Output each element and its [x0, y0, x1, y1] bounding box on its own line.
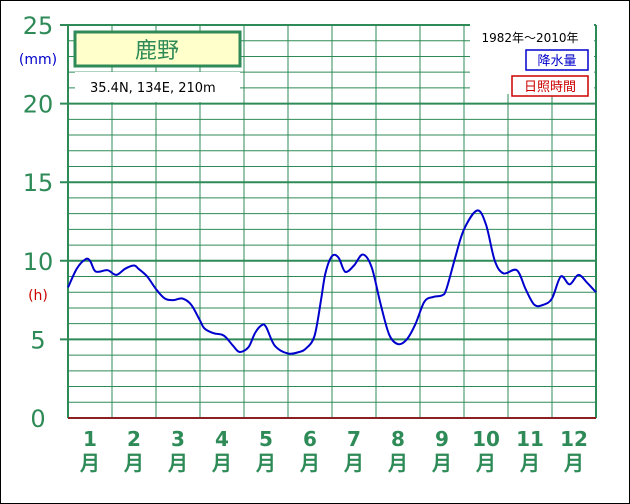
x-tick-month-number: 5 [259, 427, 273, 451]
location-box [75, 72, 240, 102]
y-tick-label: 10 [23, 248, 54, 276]
y-unit-h: (h) [28, 288, 48, 304]
x-tick-month-char: 月 [519, 451, 540, 475]
x-tick-month-number: 9 [435, 427, 449, 451]
x-tick-month-number: 2 [127, 427, 141, 451]
x-tick-month-number: 8 [391, 427, 405, 451]
period-text: 1982年〜2010年 [481, 31, 578, 45]
y-axis-tick-labels: 0 5 10 15 20 25 [23, 12, 54, 433]
x-tick-month-number: 4 [215, 427, 229, 451]
x-tick-month-char: 月 [79, 451, 100, 475]
x-tick-month-number: 10 [472, 427, 500, 451]
y-tick-label: 5 [30, 326, 45, 354]
x-tick-month-number: 11 [516, 427, 544, 451]
location-text: 35.4N, 134E, 210m [90, 81, 216, 96]
series-line-0 [67, 209, 597, 355]
legend-sunshine-label: 日照時間 [524, 80, 576, 95]
series-group [67, 209, 597, 355]
x-tick-month-number: 7 [347, 427, 361, 451]
x-tick-month-char: 月 [563, 451, 584, 475]
x-tick-month-number: 1 [83, 427, 97, 451]
x-tick-month-number: 6 [303, 427, 317, 451]
x-tick-month-char: 月 [475, 451, 496, 475]
y-tick-label: 0 [30, 405, 45, 433]
x-tick-month-char: 月 [167, 451, 188, 475]
legend-precipitation-label: 降水量 [537, 54, 576, 69]
x-tick-month-char: 月 [387, 451, 408, 475]
y-unit-mm: (mm) [19, 52, 57, 68]
legend-sunshine: 日照時間 [511, 75, 589, 97]
legend-precipitation: 降水量 [525, 49, 589, 71]
y-tick-label: 25 [23, 12, 54, 40]
x-tick-month-char: 月 [343, 451, 364, 475]
x-tick-month-char: 月 [211, 451, 232, 475]
y-tick-label: 15 [23, 169, 54, 197]
x-tick-month-char: 月 [299, 451, 320, 475]
chart-title: 鹿野 [135, 39, 179, 64]
chart-grid [60, 24, 597, 419]
x-tick-month-char: 月 [431, 451, 452, 475]
y-tick-label: 20 [23, 91, 54, 119]
x-tick-month-number: 3 [171, 427, 185, 451]
x-tick-month-char: 月 [123, 451, 144, 475]
x-tick-month-char: 月 [255, 451, 276, 475]
x-tick-month-number: 12 [560, 427, 588, 451]
title-box: 鹿野 [73, 30, 242, 68]
